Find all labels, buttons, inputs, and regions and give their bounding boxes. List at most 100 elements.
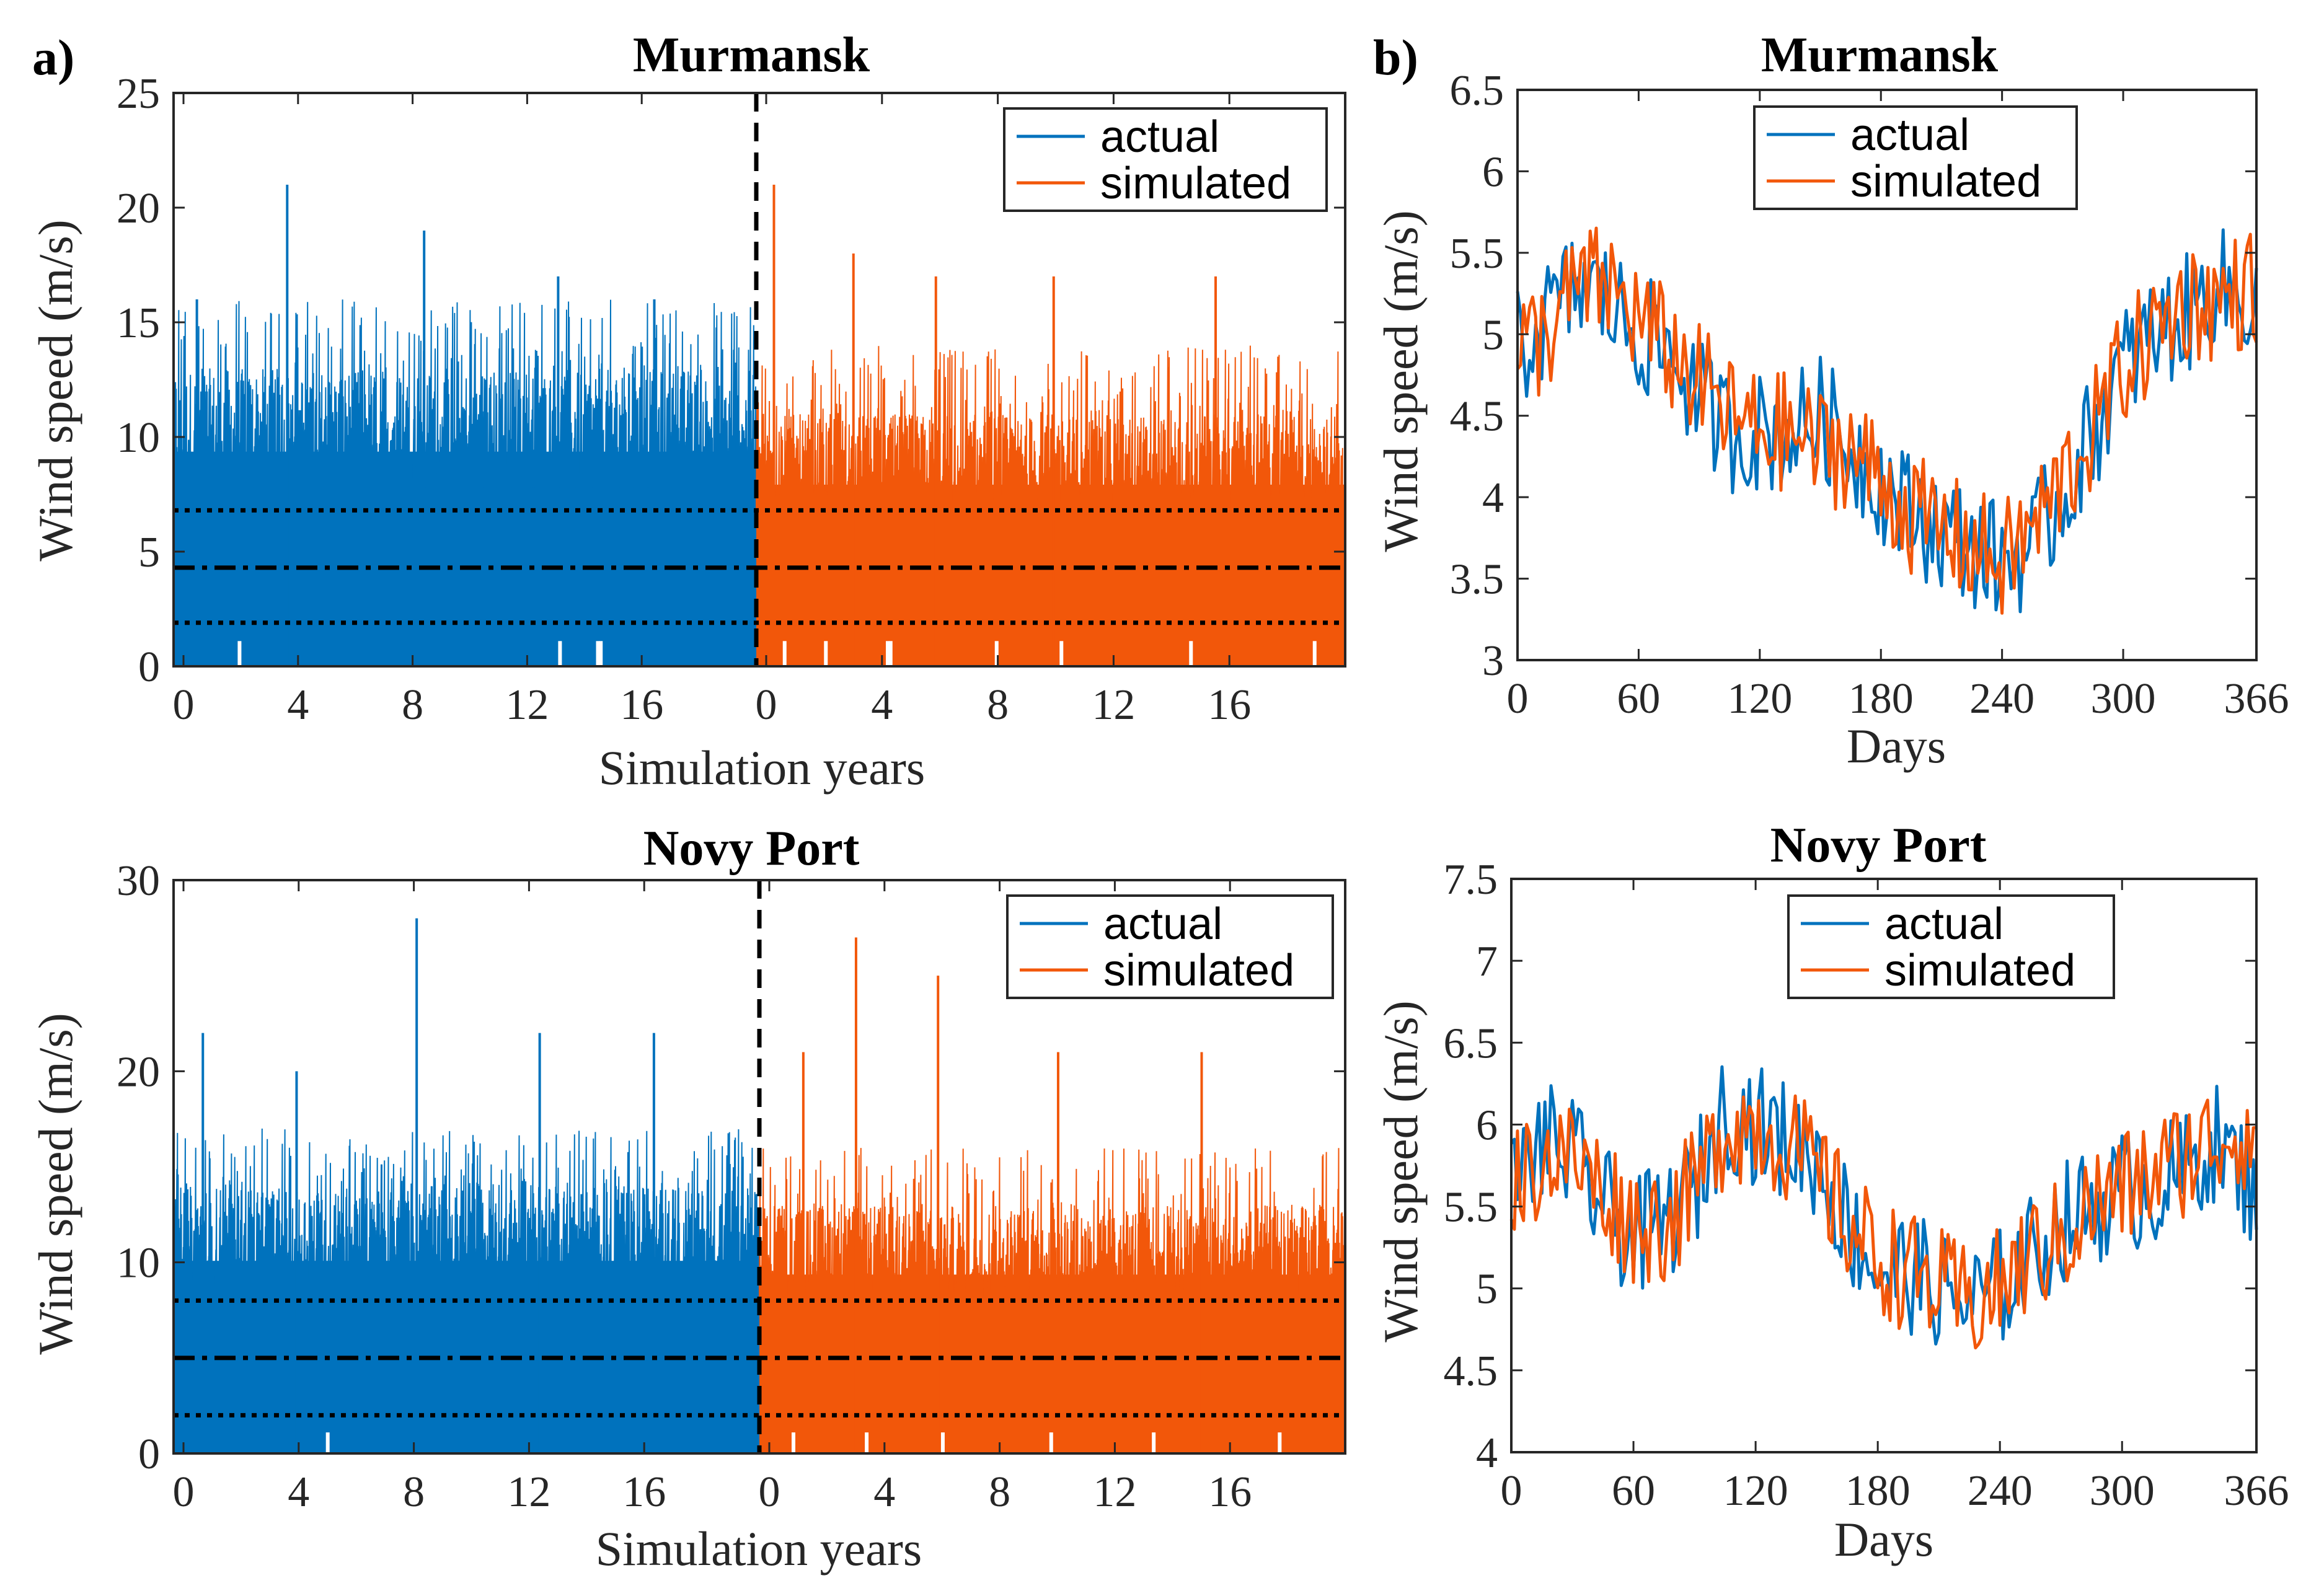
calm-gap [865, 1432, 869, 1453]
x-axis-label: Simulation years [599, 741, 925, 795]
y-tick-label: 4 [1476, 1429, 1498, 1477]
calm-gap [994, 641, 999, 666]
x-tick-label: 300 [2090, 1467, 2155, 1515]
legend: actual simulated [1006, 894, 1334, 999]
y-tick-label: 4.5 [1450, 393, 1504, 441]
simulated-series-line [759, 1148, 1346, 1307]
x-tick-label: 240 [1969, 675, 2035, 723]
y-tick-label: 25 [117, 70, 160, 118]
y-tick-label: 6 [1482, 148, 1504, 196]
x-tick-label: 16 [622, 1468, 666, 1516]
y-tick-label: 6.5 [1450, 67, 1504, 115]
legend-actual: actual [1884, 899, 2004, 949]
x-tick-label: 0 [173, 681, 195, 729]
y-tick-label: 6 [1476, 1101, 1498, 1149]
simulated-series-line [756, 345, 1346, 517]
calm-gap [1059, 641, 1064, 666]
legend-simulated: simulated [1103, 946, 1294, 995]
y-axis-label: Wind speed (m/s) [1374, 210, 1428, 552]
legend-simulated: simulated [1100, 159, 1291, 208]
x-tick-label: 0 [1501, 1467, 1522, 1515]
x-tick-label: 16 [1208, 681, 1251, 729]
x-tick-label: 16 [1208, 1468, 1252, 1516]
x-tick-label: 8 [989, 1468, 1010, 1516]
legend: actual simulated [1787, 894, 2115, 999]
x-tick-label: 4 [871, 681, 893, 729]
legend-box [1787, 894, 2115, 999]
y-tick-label: 3 [1482, 637, 1504, 685]
simulated-series-line [1509, 1094, 2257, 1350]
y-tick-label: 20 [117, 185, 160, 232]
calm-gap [237, 641, 242, 666]
y-tick-label: 6.5 [1444, 1020, 1498, 1067]
y-tick-label: 20 [117, 1048, 160, 1096]
y-tick-label: 5 [1482, 311, 1504, 359]
x-axis-label: Days [1847, 719, 1946, 773]
y-tick-label: 7 [1476, 938, 1498, 985]
x-tick-label: 12 [1093, 1468, 1136, 1516]
x-tick-label: 60 [1617, 675, 1660, 723]
x-tick-label: 4 [288, 1468, 309, 1516]
chart-title: Murmansk [633, 28, 870, 82]
x-tick-label: 0 [173, 1468, 195, 1516]
legend-simulated: simulated [1884, 946, 2075, 995]
calm-gap [596, 641, 600, 666]
y-tick-label: 5 [138, 529, 160, 576]
calm-gap [1312, 641, 1317, 666]
x-tick-label: 4 [287, 681, 309, 729]
legend: actual simulated [1003, 107, 1328, 212]
panel-label-b: b) [1373, 29, 1418, 86]
legend-actual: actual [1100, 112, 1219, 162]
x-tick-label: 240 [1968, 1467, 2033, 1515]
y-tick-label: 0 [138, 1431, 160, 1478]
axes-frame [1510, 878, 2258, 1453]
x-tick-label: 180 [1849, 675, 1914, 723]
y-tick-label: 3.5 [1450, 556, 1504, 604]
y-tick-label: 10 [117, 1240, 160, 1287]
x-tick-label: 300 [2091, 675, 2156, 723]
chart-title: Murmansk [1761, 28, 1999, 82]
x-tick-label: 60 [1612, 1467, 1655, 1515]
plot-area [173, 92, 1346, 668]
y-tick-label: 5 [1476, 1266, 1498, 1313]
legend-box [1753, 105, 2078, 210]
calm-gap [940, 1432, 945, 1453]
legend: actual simulated [1753, 105, 2078, 210]
y-tick-label: 5.5 [1450, 230, 1504, 278]
calm-gap [791, 1432, 795, 1453]
y-tick-label: 10 [117, 414, 160, 462]
y-tick-label: 0 [138, 643, 160, 691]
simulated-series-line [1516, 226, 2258, 615]
legend-actual: actual [1103, 899, 1222, 949]
axes-frame [1516, 89, 2258, 661]
chart-title: Novy Port [643, 821, 860, 876]
x-tick-label: 366 [2224, 1467, 2289, 1515]
x-tick-label: 0 [756, 681, 777, 729]
y-tick-label: 30 [117, 857, 160, 905]
axes-frame [172, 879, 1346, 1455]
calm-gap [886, 641, 890, 666]
x-tick-label: 4 [873, 1468, 895, 1516]
plot-area [173, 879, 1346, 1455]
x-tick-label: 0 [759, 1468, 780, 1516]
chart-title: Novy Port [1770, 818, 1987, 873]
x-tick-label: 8 [987, 681, 1009, 729]
calm-gap [824, 641, 828, 666]
calm-gap [325, 1432, 330, 1453]
x-tick-label: 120 [1727, 675, 1792, 723]
x-tick-label: 180 [1845, 1467, 1911, 1515]
x-axis-label: Simulation years [596, 1522, 922, 1576]
x-tick-label: 12 [505, 681, 549, 729]
actual-series-line [1516, 228, 2258, 614]
panel-label-a: a) [32, 29, 74, 86]
x-tick-label: 8 [402, 681, 423, 729]
y-tick-label: 5.5 [1444, 1184, 1498, 1232]
calm-gap [1152, 1432, 1156, 1453]
legend-box [1006, 894, 1334, 999]
calm-gap [888, 641, 893, 666]
x-tick-label: 0 [1507, 675, 1529, 723]
x-tick-label: 12 [507, 1468, 550, 1516]
chart-b-murmansk: b) Murmansk Days Wind speed (m/s) actual… [1373, 28, 2289, 773]
y-axis-label: Wind speed (m/s) [29, 219, 82, 561]
